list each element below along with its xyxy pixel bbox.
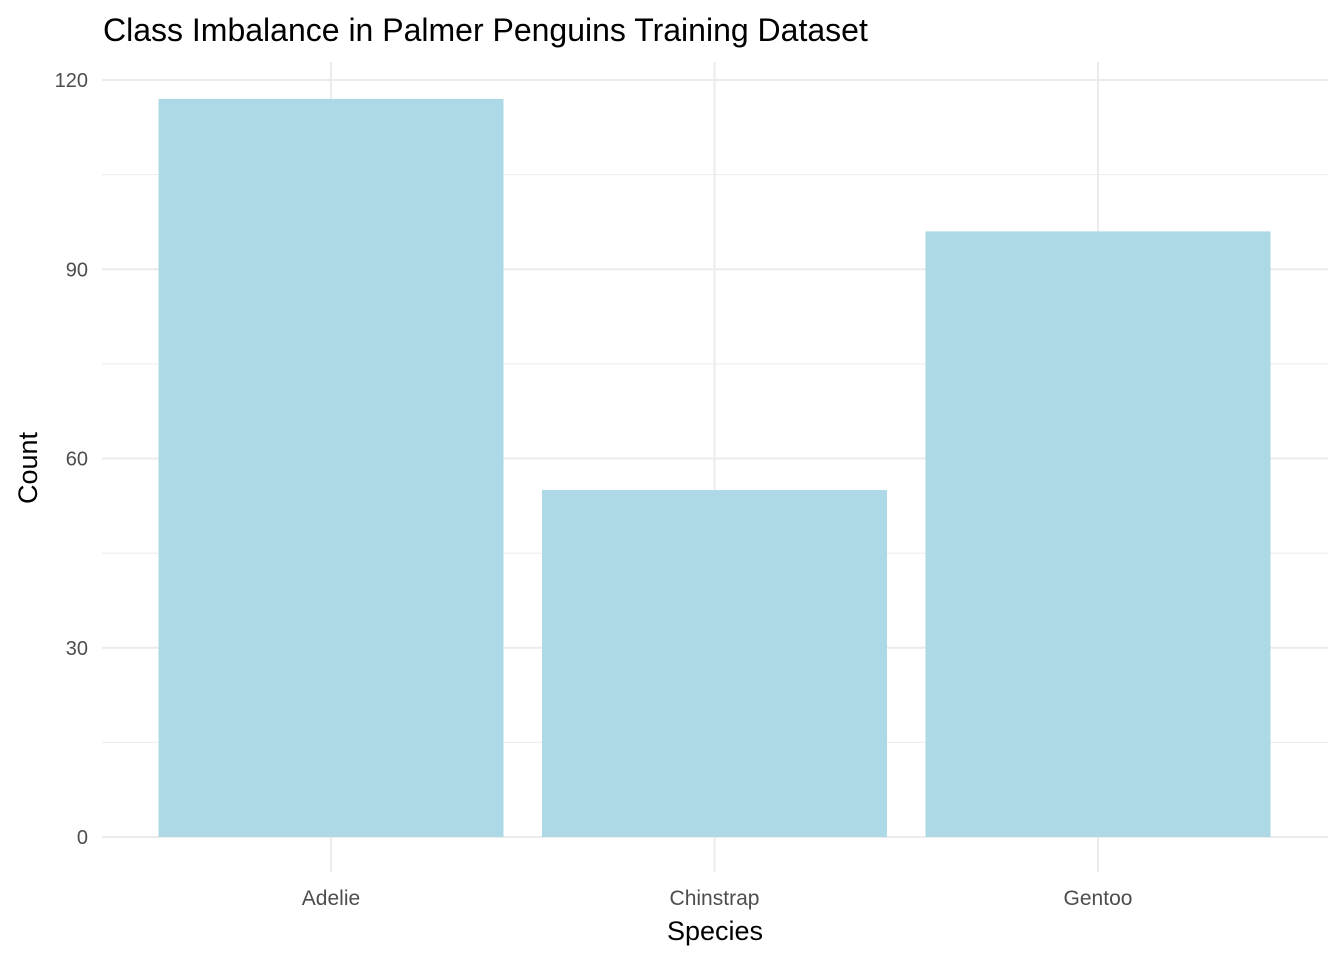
bar-adelie [158, 98, 504, 838]
x-tick-label: Chinstrap [670, 887, 760, 910]
y-axis-ticks: 0 30 60 90 120 [55, 70, 88, 849]
bars [158, 98, 1271, 838]
chart-title: Class Imbalance in Palmer Penguins Train… [103, 12, 868, 48]
y-tick-label: 120 [55, 70, 88, 92]
bar-gentoo [925, 231, 1271, 837]
x-tick-label: Gentoo [1064, 887, 1133, 910]
y-tick-label: 90 [66, 259, 88, 281]
x-tick-label: Adelie [302, 887, 360, 910]
x-axis-ticks: Adelie Chinstrap Gentoo [302, 887, 1133, 910]
y-tick-label: 60 [66, 449, 88, 471]
y-tick-label: 30 [66, 638, 88, 660]
x-axis-title: Species [667, 916, 763, 946]
y-axis-title: Count [13, 431, 43, 504]
y-tick-label: 0 [77, 827, 88, 849]
bar-chinstrap [542, 490, 887, 837]
